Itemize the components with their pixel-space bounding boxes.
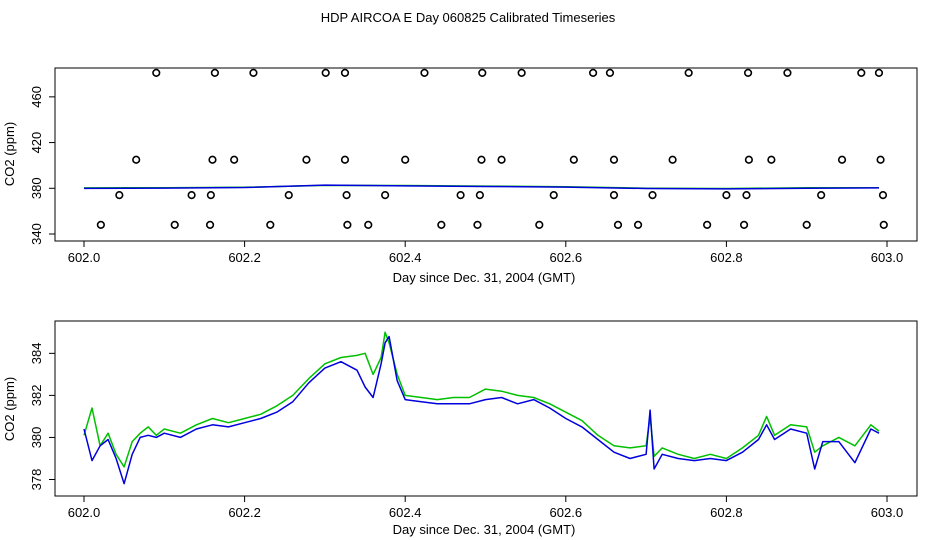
series-line-blue bbox=[83, 184, 880, 190]
y-ticks: 340 380 420 460 bbox=[29, 86, 55, 245]
calibration-point bbox=[342, 191, 351, 200]
x-tick-label: 602.4 bbox=[389, 250, 422, 265]
series-layer bbox=[83, 68, 888, 229]
y-tick-label: 420 bbox=[29, 132, 44, 154]
plot-frame bbox=[54, 67, 918, 242]
calibration-point bbox=[401, 155, 410, 164]
calibration-point bbox=[876, 155, 885, 164]
x-axis-label: Day since Dec. 31, 2004 (GMT) bbox=[393, 270, 576, 285]
calibration-point bbox=[837, 155, 847, 164]
calibration-point bbox=[321, 68, 330, 77]
calibration-point bbox=[302, 155, 311, 164]
calibration-point bbox=[473, 220, 482, 229]
x-tick-label: 602.2 bbox=[228, 505, 261, 520]
panel-timeseries: Day since Dec. 31, 2004 (GMT) CO2 (ppm) … bbox=[2, 320, 918, 537]
x-ticks: 602.0 602.2 602.4 602.6 602.8 603.0 bbox=[68, 496, 904, 520]
calibration-point bbox=[703, 220, 712, 229]
x-tick-label: 602.0 bbox=[68, 505, 101, 520]
calibration-point bbox=[874, 68, 884, 77]
calibration-point bbox=[684, 68, 693, 77]
y-tick-label: 384 bbox=[29, 342, 44, 364]
calibration-point bbox=[589, 68, 598, 77]
calibration-point bbox=[549, 191, 558, 200]
calibration-point bbox=[284, 191, 293, 200]
calibration-point bbox=[206, 191, 215, 200]
x-tick-label: 603.0 bbox=[871, 505, 904, 520]
calibration-point bbox=[475, 191, 484, 200]
calibration-point bbox=[420, 68, 429, 77]
calibration-point bbox=[205, 220, 215, 229]
calibration-point bbox=[609, 155, 619, 164]
y-tick-label: 340 bbox=[29, 223, 44, 245]
calibration-point bbox=[266, 220, 275, 229]
series-line-blue bbox=[83, 335, 880, 485]
x-tick-label: 602.8 bbox=[710, 250, 743, 265]
chart-title: HDP AIRCOA E Day 060825 Calibrated Times… bbox=[321, 10, 616, 25]
calibration-point bbox=[739, 220, 749, 229]
y-tick-label: 382 bbox=[29, 385, 44, 407]
calibration-point bbox=[381, 191, 390, 200]
calibration-point bbox=[230, 155, 239, 164]
calibration-point bbox=[340, 155, 350, 164]
calibration-point bbox=[115, 191, 124, 200]
x-ticks: 602.0 602.2 602.4 602.6 602.8 603.0 bbox=[68, 241, 904, 265]
calibration-point bbox=[210, 68, 219, 77]
x-tick-label: 602.2 bbox=[228, 250, 261, 265]
x-tick-label: 602.0 bbox=[68, 250, 101, 265]
calibration-point bbox=[497, 155, 506, 164]
calibration-point bbox=[817, 191, 826, 200]
x-tick-label: 602.6 bbox=[550, 505, 583, 520]
calibration-point bbox=[802, 220, 811, 229]
y-tick-label: 380 bbox=[29, 427, 44, 449]
calibration-point bbox=[340, 68, 350, 77]
series-layer bbox=[83, 331, 880, 485]
x-tick-label: 602.8 bbox=[710, 505, 743, 520]
calibration-point bbox=[633, 220, 643, 229]
x-tick-label: 602.6 bbox=[550, 250, 583, 265]
calibration-point bbox=[249, 68, 258, 77]
calibration-point bbox=[535, 220, 544, 229]
calibration-point bbox=[668, 155, 677, 164]
y-tick-label: 378 bbox=[29, 469, 44, 491]
calibration-point bbox=[208, 155, 217, 164]
calibration-point bbox=[343, 220, 352, 229]
calibration-point bbox=[648, 191, 657, 200]
calibration-point bbox=[132, 155, 141, 164]
y-axis-label: CO2 (ppm) bbox=[2, 122, 17, 186]
calibration-point bbox=[187, 191, 196, 200]
calibration-point bbox=[478, 68, 487, 77]
calibration-point bbox=[437, 220, 446, 229]
calibration-point bbox=[605, 68, 615, 77]
y-tick-label: 380 bbox=[29, 177, 44, 199]
calibration-point bbox=[879, 220, 888, 229]
y-axis-label: CO2 (ppm) bbox=[2, 377, 17, 441]
y-ticks: 378 380 382 384 bbox=[29, 342, 55, 490]
x-tick-label: 602.4 bbox=[389, 505, 422, 520]
x-tick-label: 603.0 bbox=[871, 250, 904, 265]
calibration-point bbox=[783, 68, 792, 77]
calibration-point bbox=[743, 68, 753, 77]
series-line-green bbox=[83, 331, 880, 468]
calibration-point bbox=[170, 220, 179, 229]
calibration-point bbox=[742, 191, 751, 200]
calibration-point bbox=[364, 220, 373, 229]
calibration-point bbox=[744, 155, 753, 164]
plot-frame bbox=[54, 320, 918, 497]
calibration-point bbox=[613, 220, 623, 229]
panel-calibration-points: Day since Dec. 31, 2004 (GMT) CO2 (ppm) … bbox=[2, 67, 918, 285]
calibration-point bbox=[609, 191, 619, 200]
y-tick-label: 460 bbox=[29, 86, 44, 108]
calibration-point bbox=[152, 68, 161, 77]
calibration-point bbox=[722, 191, 731, 200]
x-axis-label: Day since Dec. 31, 2004 (GMT) bbox=[393, 522, 576, 537]
calibration-point bbox=[767, 155, 776, 164]
calibration-point bbox=[456, 191, 465, 200]
calibration-point bbox=[517, 68, 526, 77]
calibration-point bbox=[477, 155, 486, 164]
calibration-point bbox=[857, 68, 866, 77]
calibration-point bbox=[878, 191, 888, 200]
calibration-point bbox=[569, 155, 578, 164]
calibration-point bbox=[96, 220, 105, 229]
